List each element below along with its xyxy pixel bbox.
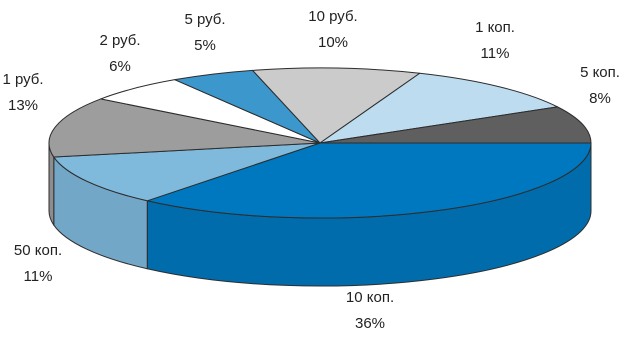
slice-name-k1: 1 коп. [475, 19, 515, 36]
pie-tops [48, 67, 592, 219]
pie-slice-k5 [319, 106, 592, 144]
slice-name-k5: 5 коп. [580, 64, 620, 81]
slice-percent-r5: 5% [194, 37, 216, 54]
slice-percent-r2: 6% [109, 58, 131, 75]
pie-slice-k10 [146, 142, 592, 219]
pie-slice-r10 [252, 67, 421, 144]
slice-percent-k1: 11% [481, 45, 510, 62]
slice-name-r5: 5 руб. [184, 11, 225, 28]
slice-percent-k5: 8% [589, 90, 611, 107]
slice-name-r2: 2 руб. [99, 32, 140, 49]
slice-name-k50: 50 коп. [14, 242, 62, 259]
slice-label-r2: 2 руб. 6% [99, 32, 140, 75]
slice-percent-k50: 11% [24, 268, 53, 285]
slice-name-k10: 10 коп. [346, 289, 394, 306]
slice-name-r1: 1 руб. [2, 71, 43, 88]
slice-label-r5: 5 руб. 5% [184, 11, 225, 54]
slice-label-k1: 1 коп. 11% [475, 19, 515, 62]
pie-slice-k1 [319, 72, 558, 144]
pie-sides [48, 142, 592, 287]
slice-label-r1: 1 руб. 13% [2, 71, 43, 114]
slice-percent-k10: 36% [355, 315, 385, 332]
slice-label-k10: 10 коп. 36% [346, 289, 394, 332]
slice-name-r10: 10 руб. [308, 8, 357, 25]
slice-label-k5: 5 коп. 8% [580, 64, 620, 107]
slice-label-r10: 10 руб. 10% [308, 8, 357, 51]
slice-percent-r10: 10% [318, 34, 348, 51]
slice-percent-r1: 13% [8, 97, 38, 114]
slice-label-k50: 50 коп. 11% [14, 242, 62, 285]
pie-slice-r1 [48, 98, 321, 158]
pie-labels: 10 коп. 36% 50 коп. 11% 1 руб. 13% 2 руб. 6% 5 р… [2, 8, 620, 332]
pie-slice-k50 [53, 142, 321, 202]
